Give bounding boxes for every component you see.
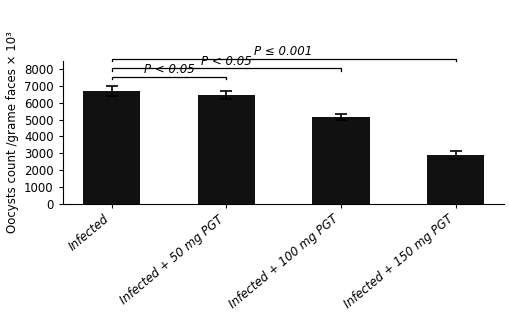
Bar (426, 155, 484, 204)
Text: P ≤ 0.001: P ≤ 0.001 (254, 45, 312, 58)
Bar (197, 95, 254, 204)
Text: P < 0.05: P < 0.05 (143, 63, 194, 76)
Text: P < 0.05: P < 0.05 (201, 55, 251, 68)
Y-axis label: Oocysts count /grame faces × 10³: Oocysts count /grame faces × 10³ (6, 31, 18, 233)
Bar (312, 117, 369, 204)
Bar (82, 91, 140, 204)
